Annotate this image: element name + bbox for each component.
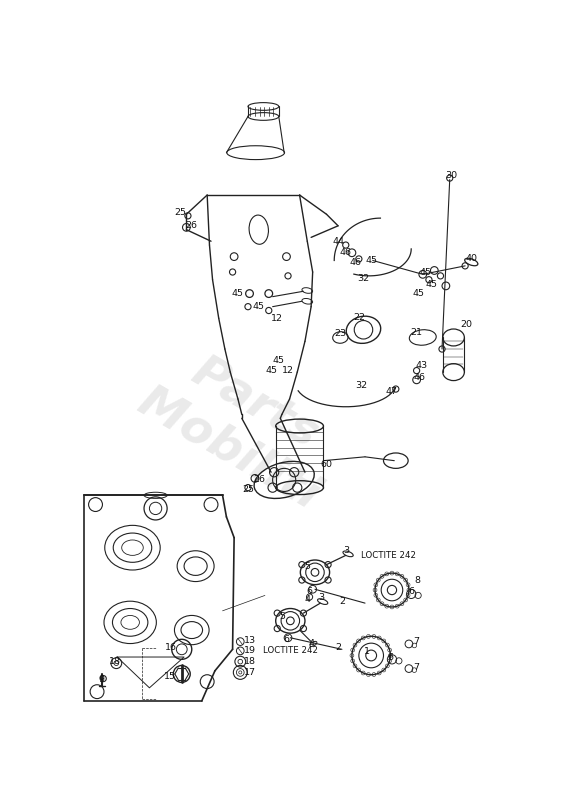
Text: 2: 2 bbox=[339, 597, 345, 606]
Text: 5: 5 bbox=[304, 562, 310, 571]
Text: 12: 12 bbox=[282, 366, 294, 375]
Text: 6: 6 bbox=[408, 587, 414, 596]
Text: 26: 26 bbox=[253, 475, 265, 484]
Text: 3: 3 bbox=[344, 547, 349, 555]
Text: 46: 46 bbox=[350, 259, 362, 267]
Text: 21: 21 bbox=[411, 327, 423, 337]
Text: 16: 16 bbox=[165, 643, 177, 653]
Text: 45: 45 bbox=[425, 280, 437, 289]
Text: 20: 20 bbox=[461, 320, 473, 329]
Text: 44: 44 bbox=[332, 237, 344, 246]
Text: 7: 7 bbox=[414, 637, 420, 646]
Text: 9: 9 bbox=[99, 675, 105, 684]
Text: 45: 45 bbox=[419, 267, 431, 277]
Text: 45: 45 bbox=[365, 256, 377, 265]
Text: 47: 47 bbox=[386, 387, 398, 396]
Text: 4: 4 bbox=[304, 595, 310, 604]
Text: 2: 2 bbox=[335, 643, 341, 653]
Text: 25: 25 bbox=[174, 208, 186, 218]
Text: 43: 43 bbox=[415, 361, 427, 370]
Text: 18: 18 bbox=[108, 657, 121, 666]
Text: 26: 26 bbox=[186, 221, 198, 230]
Text: 19: 19 bbox=[244, 646, 256, 656]
Text: 17: 17 bbox=[244, 668, 256, 677]
Text: 45: 45 bbox=[413, 289, 425, 298]
Text: 6: 6 bbox=[307, 587, 312, 596]
Text: 60: 60 bbox=[320, 460, 332, 469]
Text: 13: 13 bbox=[244, 636, 256, 645]
Text: 46: 46 bbox=[414, 373, 425, 382]
Text: 6: 6 bbox=[283, 635, 290, 644]
Text: LOCTITE 242: LOCTITE 242 bbox=[361, 551, 416, 560]
Text: 30: 30 bbox=[445, 172, 457, 180]
Text: 8: 8 bbox=[415, 576, 420, 585]
Text: 46: 46 bbox=[340, 248, 352, 257]
Text: 25: 25 bbox=[242, 485, 254, 494]
Text: 22: 22 bbox=[353, 313, 365, 322]
Text: 1: 1 bbox=[364, 647, 370, 656]
Text: Parts
Mobiliti: Parts Mobiliti bbox=[131, 334, 353, 518]
Text: 32: 32 bbox=[357, 274, 370, 282]
Text: 4: 4 bbox=[308, 638, 314, 648]
Text: 45: 45 bbox=[232, 289, 244, 298]
Text: 23: 23 bbox=[335, 329, 346, 338]
Text: 15: 15 bbox=[164, 672, 176, 681]
Text: LOCTITE 242: LOCTITE 242 bbox=[264, 646, 319, 656]
Text: 3: 3 bbox=[318, 593, 324, 602]
Text: 45: 45 bbox=[253, 302, 265, 311]
Text: 18: 18 bbox=[244, 657, 256, 666]
Text: 45: 45 bbox=[273, 356, 285, 365]
Text: 45: 45 bbox=[265, 366, 277, 375]
Text: 6: 6 bbox=[387, 653, 394, 662]
Text: 5: 5 bbox=[279, 611, 286, 621]
Text: 7: 7 bbox=[414, 663, 420, 672]
Text: 12: 12 bbox=[270, 314, 282, 323]
Text: 40: 40 bbox=[465, 255, 477, 263]
Text: 32: 32 bbox=[355, 381, 367, 391]
